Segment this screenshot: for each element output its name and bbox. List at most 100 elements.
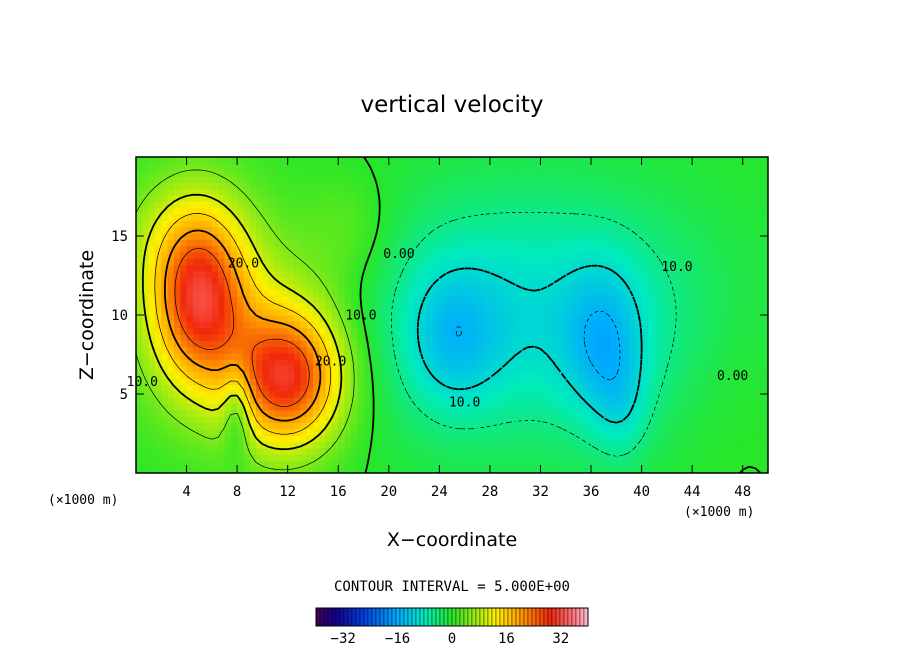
field-cell xyxy=(407,321,415,329)
field-cell xyxy=(584,296,592,303)
field-cell xyxy=(369,194,377,202)
field-cell xyxy=(363,346,371,354)
field-cell xyxy=(420,352,428,360)
field-cell xyxy=(660,315,668,322)
field-cell xyxy=(256,194,263,202)
field-cell xyxy=(717,416,725,424)
field-cell xyxy=(685,258,693,266)
field-cell xyxy=(262,378,270,386)
field-cell xyxy=(660,352,668,360)
field-cell xyxy=(641,213,649,221)
field-cell xyxy=(281,390,289,398)
field-cell xyxy=(483,416,491,424)
field-cell xyxy=(711,251,719,259)
field-cell xyxy=(534,175,542,183)
field-cell xyxy=(426,460,434,468)
field-cell xyxy=(186,258,194,266)
field-cell xyxy=(654,277,662,284)
field-cell xyxy=(452,460,459,468)
field-cell xyxy=(730,397,737,405)
field-cell xyxy=(382,308,390,316)
field-cell xyxy=(578,239,586,247)
field-cell xyxy=(211,460,219,468)
field-cell xyxy=(262,435,270,442)
field-cell xyxy=(243,232,251,240)
field-cell xyxy=(344,251,352,259)
field-cell xyxy=(559,245,567,253)
field-cell xyxy=(306,390,314,398)
field-cell xyxy=(698,207,706,215)
field-cell xyxy=(350,384,358,392)
field-cell xyxy=(350,340,358,348)
field-cell xyxy=(660,213,668,221)
field-cell xyxy=(154,460,162,468)
field-cell xyxy=(489,188,497,196)
field-cell xyxy=(711,409,719,417)
field-cell xyxy=(742,283,750,291)
field-cell xyxy=(173,283,181,291)
field-cell xyxy=(281,207,289,215)
field-cell xyxy=(610,460,617,468)
field-cell xyxy=(616,245,624,253)
field-cell xyxy=(338,435,346,442)
field-cell xyxy=(666,454,674,461)
field-cell xyxy=(603,220,611,228)
field-cell xyxy=(268,454,276,461)
field-cell xyxy=(711,428,719,436)
field-cell xyxy=(142,422,150,430)
field-cell xyxy=(287,194,295,202)
field-cell xyxy=(723,226,731,234)
field-cell xyxy=(679,460,687,468)
field-cell xyxy=(136,403,143,411)
field-cell xyxy=(287,226,295,234)
field-cell xyxy=(610,321,617,329)
field-cell xyxy=(319,296,327,303)
field-cell xyxy=(401,169,409,177)
field-cell xyxy=(167,384,175,392)
field-cell xyxy=(565,315,573,322)
field-cell xyxy=(388,371,396,379)
field-cell xyxy=(262,201,270,209)
field-cell xyxy=(439,213,447,221)
field-cell xyxy=(622,251,630,259)
field-cell xyxy=(224,460,232,468)
field-cell xyxy=(230,201,238,209)
field-cell xyxy=(742,359,750,367)
field-cell xyxy=(647,251,655,259)
field-cell xyxy=(262,365,270,373)
field-cell xyxy=(382,454,390,461)
field-cell xyxy=(338,384,346,392)
field-cell xyxy=(211,321,219,329)
field-cell xyxy=(243,333,251,341)
field-cell xyxy=(565,239,573,247)
field-cell xyxy=(622,346,630,354)
field-cell xyxy=(616,194,624,202)
field-cell xyxy=(167,315,175,322)
field-cell xyxy=(742,302,750,310)
field-cell xyxy=(692,232,700,240)
field-cell xyxy=(369,277,377,284)
field-cell xyxy=(426,207,434,215)
field-cell xyxy=(553,441,561,449)
field-cell xyxy=(736,308,744,316)
field-cell xyxy=(262,384,270,392)
field-cell xyxy=(199,321,207,329)
field-cell xyxy=(426,258,434,266)
field-cell xyxy=(597,435,605,442)
field-cell xyxy=(319,390,327,398)
field-cell xyxy=(508,157,516,164)
field-cell xyxy=(704,157,712,164)
field-cell xyxy=(591,258,598,266)
field-cell xyxy=(736,466,744,473)
field-cell xyxy=(540,466,548,473)
field-cell xyxy=(666,258,674,266)
field-cell xyxy=(136,371,143,379)
field-cell xyxy=(268,346,276,354)
field-cell xyxy=(749,333,756,341)
field-cell xyxy=(161,441,169,449)
field-cell xyxy=(477,428,485,436)
field-cell xyxy=(635,175,643,183)
field-cell xyxy=(464,182,472,190)
field-cell xyxy=(736,321,744,329)
field-cell xyxy=(597,422,605,430)
